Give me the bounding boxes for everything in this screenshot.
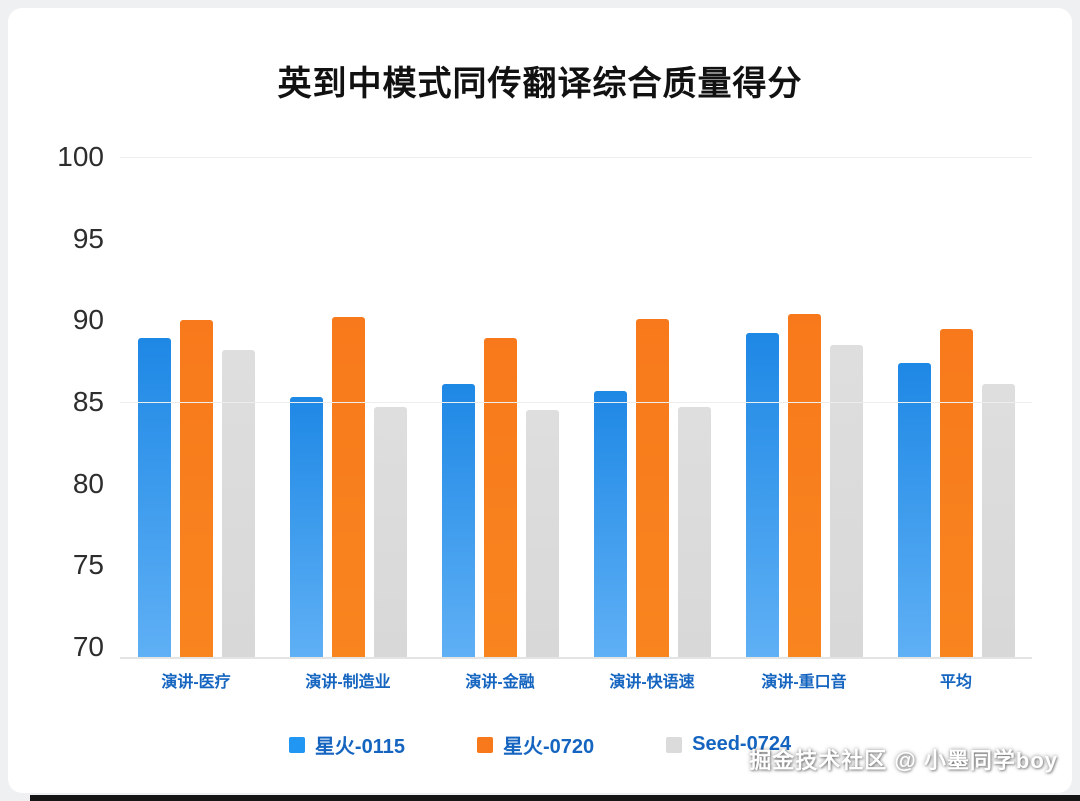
bar (221, 349, 255, 657)
bar-group (424, 157, 576, 657)
x-axis-category-label: 演讲-金融 (465, 674, 535, 691)
bar-group (576, 157, 728, 657)
legend-item: 星火-0720 (476, 730, 595, 759)
y-axis-tick-label: 70 (72, 631, 104, 662)
bar (981, 384, 1015, 657)
bar-group (272, 157, 424, 657)
bar-group (120, 157, 272, 657)
watermark-text: 掘金技术社区 @ 小墨同学boy (749, 748, 1058, 773)
x-axis-category-label: 平均 (939, 674, 972, 691)
y-axis-tick-label: 100 (57, 141, 104, 172)
bar (373, 406, 407, 657)
gridline (120, 157, 1032, 158)
bar (289, 397, 323, 657)
legend-item: Seed-0724 (666, 730, 791, 759)
bar-group (880, 157, 1032, 657)
x-axis-line (120, 657, 1032, 659)
y-axis-tick-label: 90 (72, 304, 104, 336)
bar (593, 390, 627, 657)
bottom-dark-strip (30, 795, 1080, 801)
chart-title: 英到中模式同传翻译综合质量得分 (277, 65, 803, 103)
bar (483, 338, 517, 657)
x-axis-category-label: 演讲-医疗 (161, 674, 231, 691)
legend-swatch (288, 736, 305, 753)
legend-label: 星火-0115 (314, 736, 405, 758)
x-axis-category-label: 演讲-制造业 (305, 674, 391, 691)
x-axis-category-label: 演讲-快语速 (609, 674, 695, 691)
y-axis-tick-label: 75 (72, 549, 104, 581)
x-axis-category-label: 演讲-重口音 (761, 674, 847, 691)
bar-groups (120, 157, 1032, 657)
legend-label: 星火-0720 (502, 736, 595, 758)
bar-group (728, 157, 880, 657)
y-axis: 100 95 90 85 80 75 70 (8, 141, 104, 677)
y-axis-tick-label: 85 (72, 386, 104, 417)
gridline (120, 402, 1032, 403)
bar (829, 344, 863, 657)
bar (939, 328, 973, 657)
legend-item: 星火-0115 (288, 730, 405, 759)
bar (635, 318, 669, 657)
y-axis-tick-label: 95 (72, 222, 104, 254)
bar (897, 362, 931, 657)
plot-area (120, 157, 1032, 659)
legend: 星火-0115 星火-0720 Seed-0724 (8, 730, 1072, 759)
bar (525, 410, 559, 657)
bar (179, 320, 213, 657)
bar (441, 384, 475, 657)
chart-card: 英到中模式同传翻译综合质量得分 100 95 90 85 80 75 70 演讲-医疗 演讲-… (8, 8, 1072, 793)
bar (745, 333, 779, 657)
bar (137, 338, 171, 657)
bar (677, 406, 711, 657)
legend-swatch (476, 736, 493, 753)
x-axis-category-labels: 演讲-医疗 演讲-制造业 演讲-金融 演讲-快语速 演讲-重口音 平均 (120, 668, 1032, 692)
legend-swatch (666, 736, 683, 753)
bar (331, 317, 365, 657)
bar (787, 313, 821, 657)
legend-label: Seed-0724 (692, 733, 792, 755)
y-axis-tick-label: 80 (72, 467, 104, 499)
